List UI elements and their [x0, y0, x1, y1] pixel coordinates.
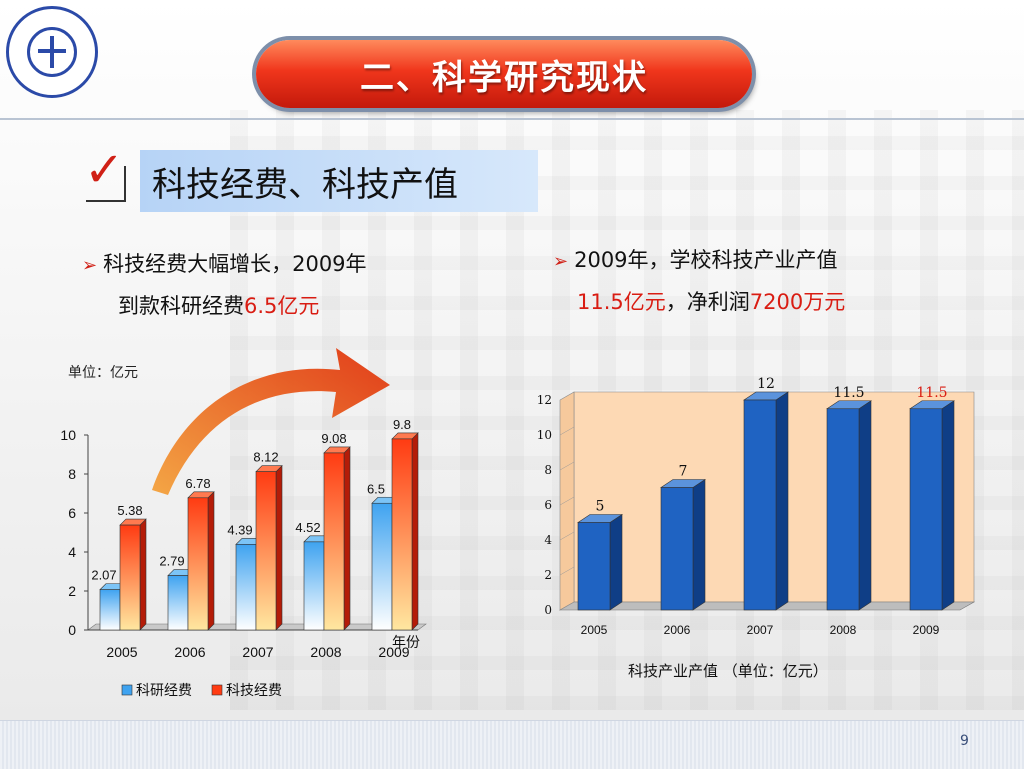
bar-tech-2008 [323, 446, 351, 631]
data-label: 2.79 [159, 554, 184, 569]
y-tick-label: 0 [544, 603, 552, 617]
grid-line [559, 496, 575, 506]
check-icon: ✓ [84, 142, 125, 198]
industry-chart: 0 2 4 6 8 10 12 5 2005 7 2006 12 2007 11.5 2008 11.5 200… [537, 376, 976, 637]
legend-swatch [121, 684, 133, 696]
y-tick-label: 10 [537, 428, 552, 442]
y-tick-label: 2 [544, 568, 552, 582]
page-number: 9 [960, 733, 969, 749]
data-label: 6.78 [185, 476, 210, 491]
bullet-right-line1: 2009年，学校科技产业产值 [574, 248, 838, 272]
grid-line [559, 566, 575, 576]
x-tick-label: 2006 [174, 644, 205, 660]
data-label: 5.38 [117, 503, 142, 518]
bar-industry-2005 [577, 513, 623, 611]
data-label: 4.39 [227, 522, 252, 537]
subtitle-box: 科技经费、科技产值 [140, 150, 538, 212]
bullet-right-highlight2: 7200万元 [749, 290, 846, 314]
bullet-left-line1: 科技经费大幅增长，2009年 [103, 252, 367, 276]
data-label: 7 [679, 464, 688, 480]
bullet-arrow-icon: ➢ [553, 251, 569, 272]
data-label: 11.5 [833, 385, 864, 401]
legend-entry: 科技经费 [226, 682, 282, 698]
x-axis-label: 年份 [392, 634, 420, 650]
y-tick-label: 12 [537, 393, 552, 407]
grid-line [559, 531, 575, 541]
bullet-left-highlight: 6.5亿元 [244, 294, 320, 318]
x-tick-label: 2009 [378, 644, 409, 660]
grid-line [559, 601, 575, 611]
bar-industry-2006 [660, 478, 706, 611]
bar-tech-2007 [255, 464, 283, 631]
bar-industry-2007 [743, 391, 789, 611]
data-label: 9.08 [321, 431, 346, 446]
data-label: 6.5 [367, 481, 385, 496]
x-tick-label: 2006 [664, 623, 691, 637]
header-divider [0, 118, 1024, 120]
bar-tech-2005 [119, 518, 147, 631]
y-tick-label: 8 [68, 466, 76, 482]
x-tick-label: 2008 [310, 644, 341, 660]
x-tick-label: 2005 [581, 623, 608, 637]
y-tick-label: 6 [68, 505, 76, 521]
subtitle: 科技经费、科技产值 [152, 164, 458, 205]
right-chart-caption: 科技产业产值 （单位：亿元） [628, 662, 828, 680]
unit-label: 单位：亿元 [68, 365, 138, 381]
y-tick-label: 4 [544, 533, 552, 547]
legend-swatch [211, 684, 223, 696]
y-tick-label: 0 [68, 622, 76, 638]
bullet-left: ➢ 科技经费大幅增长，2009年 到款科研经费6.5亿元 [82, 244, 502, 326]
y-tick-label: 4 [68, 544, 76, 560]
checkbox-icon [86, 166, 126, 202]
y-tick-label: 8 [544, 463, 552, 477]
page-title: 二、科学研究现状 [360, 57, 648, 98]
y-tick-label: 2 [68, 583, 76, 599]
x-tick-label: 2005 [106, 644, 137, 660]
x-tick-label: 2008 [830, 623, 857, 637]
bullet-right: ➢ 2009年，学校科技产业产值 11.5亿元，净利润7200万元 [553, 240, 993, 322]
x-tick-label: 2009 [913, 623, 940, 637]
grid-line [559, 461, 575, 471]
y-tick-label: 10 [60, 427, 76, 443]
bar-industry-2008 [826, 400, 872, 611]
bullet-left-line2a: 到款科研经费 [118, 294, 244, 318]
bullet-arrow-icon: ➢ [82, 255, 98, 276]
legend-entry: 科研经费 [136, 682, 192, 698]
x-tick-label: 2007 [747, 623, 774, 637]
bullet-right-highlight1: 11.5亿元 [577, 290, 666, 314]
university-logo [6, 6, 98, 98]
data-label: 8.12 [253, 450, 278, 465]
footer-band [0, 720, 1024, 769]
grid-line [559, 426, 575, 436]
data-label: 11.5 [916, 385, 947, 401]
growth-arrow-icon [152, 348, 390, 495]
data-label: 4.52 [295, 520, 320, 535]
bar-tech-2006 [187, 491, 215, 631]
data-label: 5 [596, 499, 605, 515]
y-tick-label: 6 [544, 498, 552, 512]
data-label: 9.8 [393, 417, 411, 432]
data-label: 2.07 [91, 568, 116, 583]
grid-line [559, 391, 575, 401]
x-tick-label: 2007 [242, 644, 273, 660]
data-label: 12 [757, 376, 775, 392]
bullet-right-line2b: ，净利润 [665, 290, 750, 314]
funding-chart: 0 2 4 6 8 10 2.07 5.38 2005 2.79 6.78 2006 4.39 8.12 2… [60, 348, 427, 698]
bar-industry-2009 [909, 400, 955, 611]
bar-tech-2009 [391, 432, 419, 631]
title-banner: 二、科学研究现状 [256, 40, 752, 108]
